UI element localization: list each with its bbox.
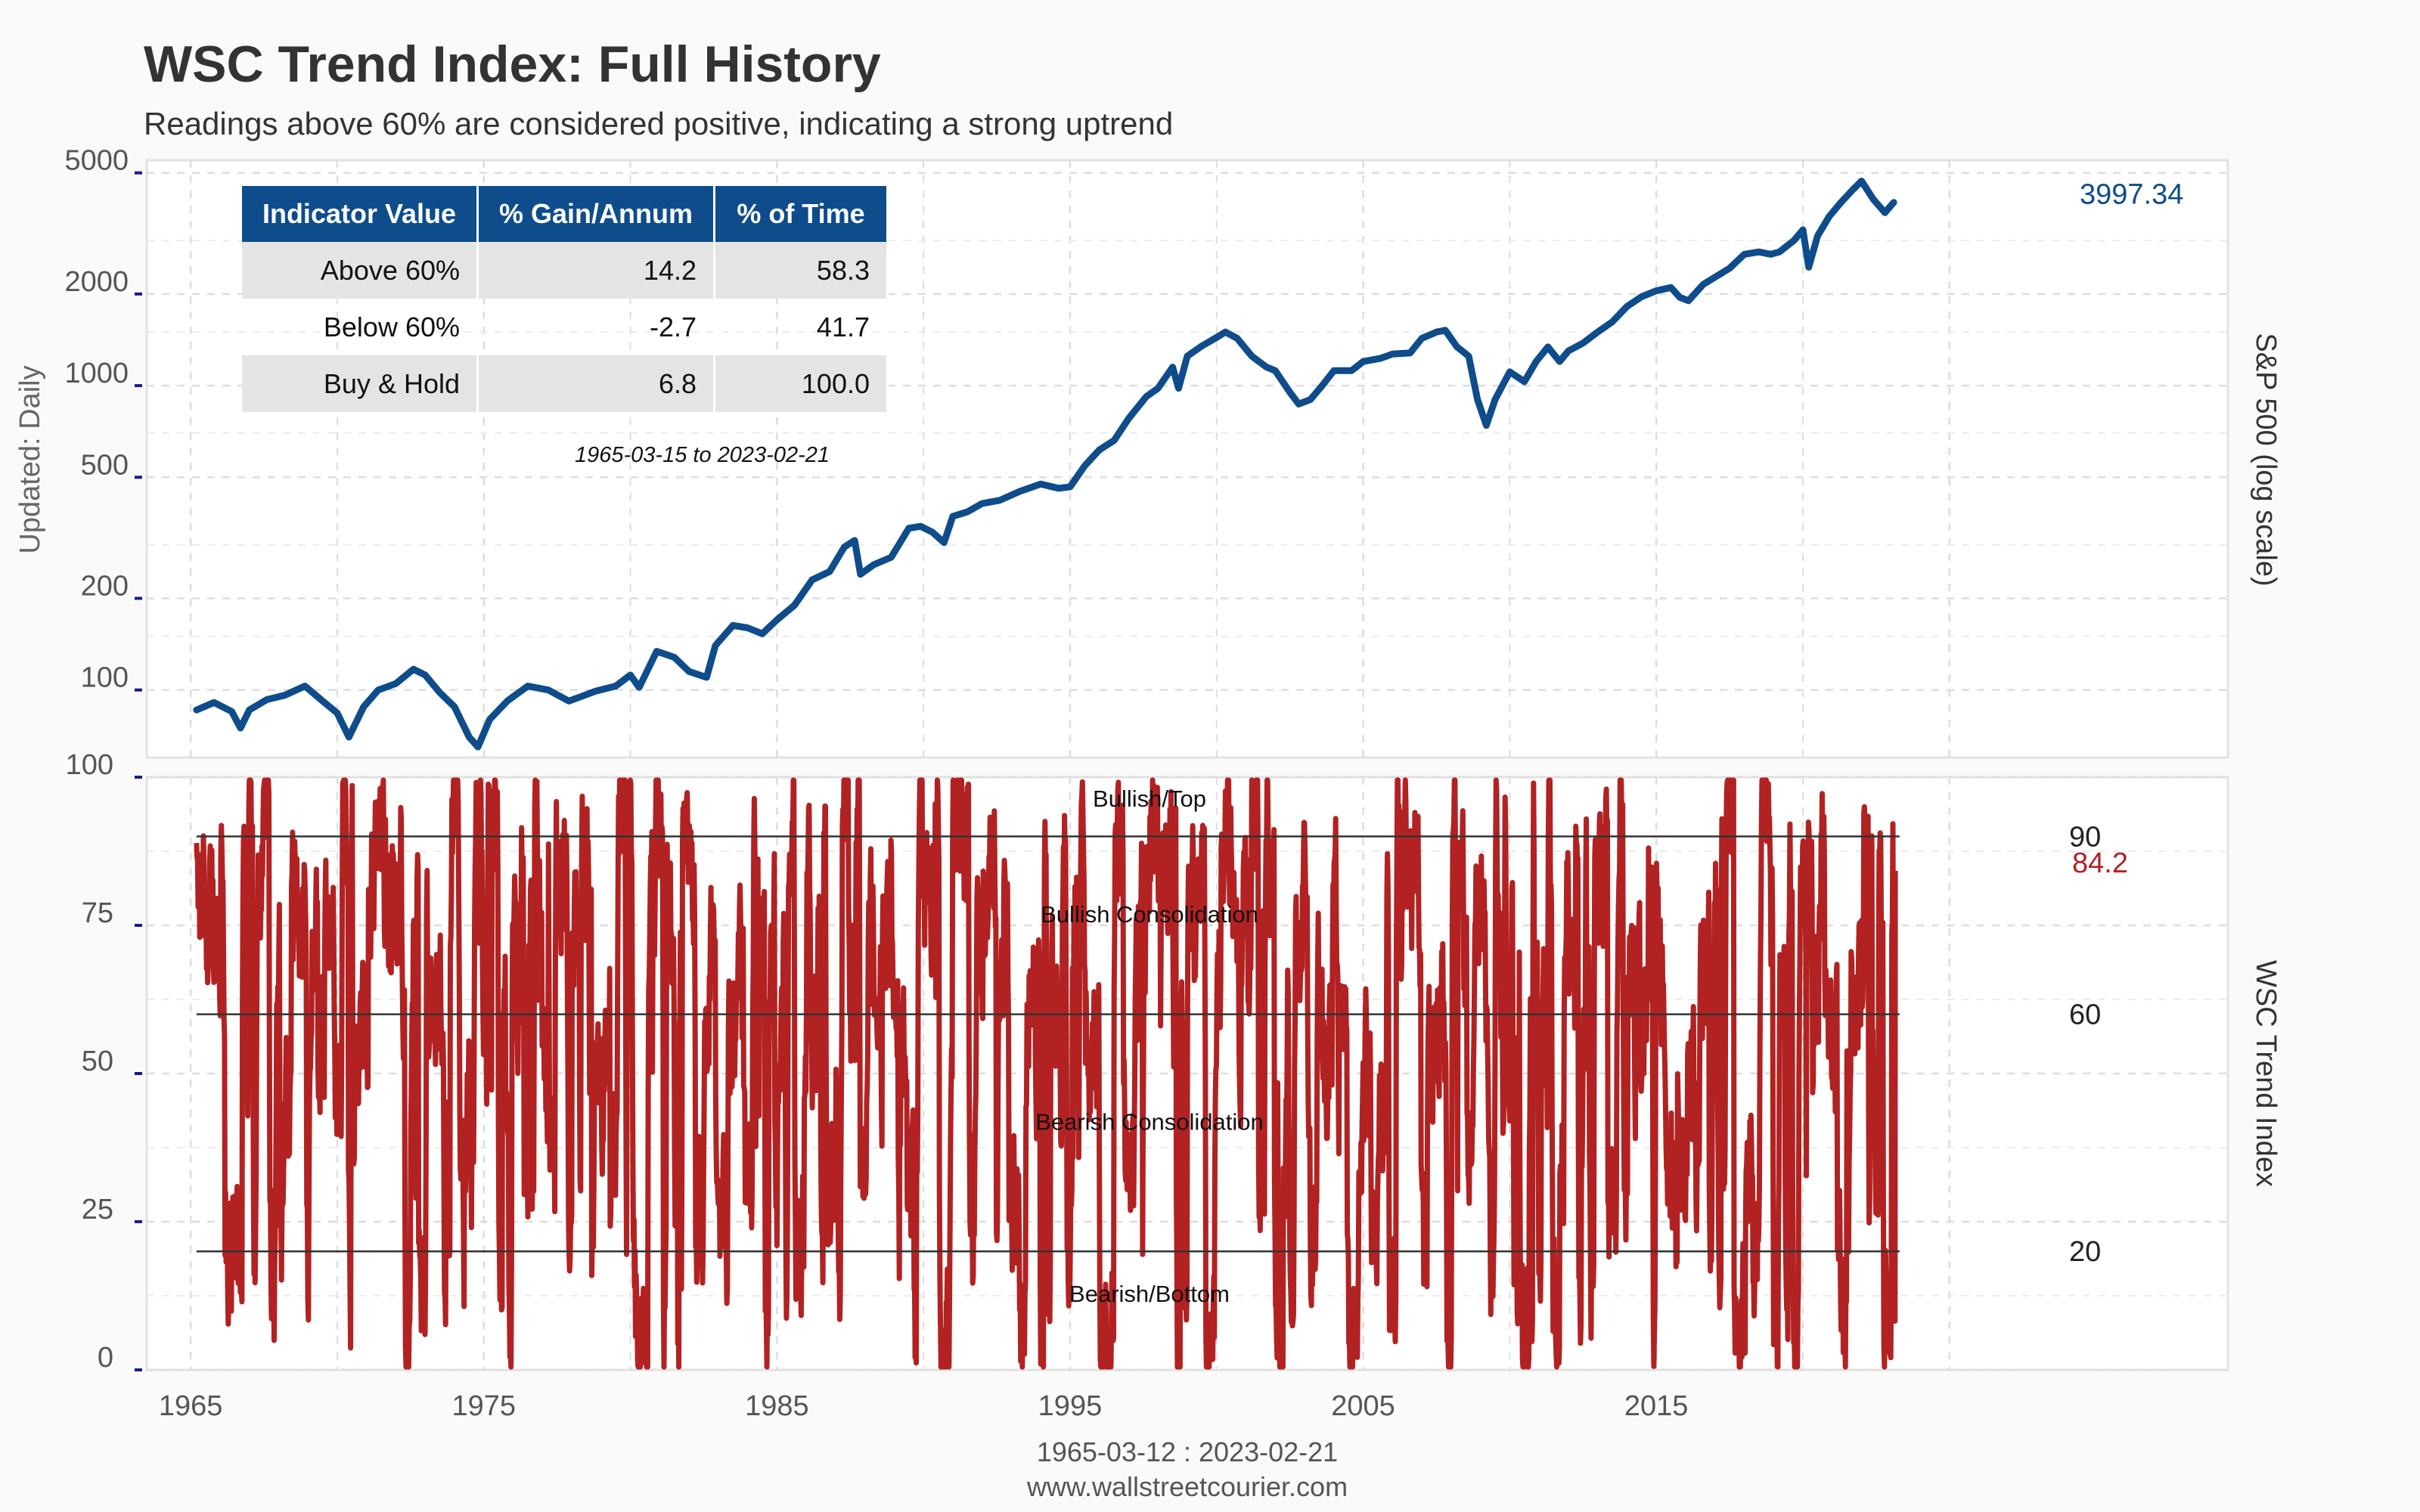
table-row: Buy & Hold 6.8 100.0: [242, 355, 889, 412]
sp500-tick-label: 100: [81, 662, 129, 694]
table-header-gain: % Gain/Annum: [477, 186, 715, 242]
table-cell-label: Above 60%: [242, 242, 479, 299]
footer-date-range: 1965-03-12 : 2023-02-21: [1036, 1436, 1339, 1467]
trend-tick-label: 100: [66, 749, 113, 781]
sp500-tick-label: 200: [81, 570, 129, 602]
chart-subtitle: Readings above 60% are considered positi…: [144, 106, 1174, 141]
trend-tick-label: 0: [98, 1342, 113, 1374]
sp500-tick-label: 5000: [64, 145, 129, 177]
trend-reference-label: 60: [2069, 999, 2101, 1031]
trend-zone-label: Bullish Consolidation: [1041, 901, 1258, 928]
sp500-series-line: [193, 178, 1897, 751]
chart-title: WSC Trend Index: Full History: [144, 36, 881, 93]
table-row: Below 60% -2.7 41.7: [242, 299, 889, 355]
trend-reference-label: 20: [2069, 1236, 2101, 1268]
table-cell-time: 100.0: [714, 355, 889, 412]
table-cell-time: 58.3: [714, 242, 889, 299]
trend-zone-label: Bearish/Bottom: [1069, 1281, 1230, 1307]
x-axis-tick-label: 2005: [1331, 1390, 1395, 1422]
table-cell-label: Buy & Hold: [242, 355, 479, 412]
trend-index-panel: 0 25 50 75 100 90 60 20 84.2 Bullish/Top Bullish C…: [66, 749, 2282, 1422]
x-axis-tick-label: 1975: [451, 1390, 516, 1422]
table-period-note: 1965-03-15 to 2023-02-21: [575, 443, 830, 467]
table-cell-time: 41.7: [714, 299, 889, 355]
trend-tick-label: 50: [82, 1046, 113, 1077]
x-axis-tick-label: 2015: [1624, 1390, 1689, 1422]
sp500-axis-title: S&P 500 (log scale): [2250, 333, 2282, 586]
table-header-row: Indicator Value % Gain/Annum % of Time: [242, 186, 889, 242]
table-header-indicator: Indicator Value: [242, 186, 479, 242]
sp500-tick-label: 2000: [64, 266, 129, 298]
footer-website: www.wallstreetcourier.com: [1026, 1471, 1348, 1502]
table-cell-gain: 14.2: [477, 242, 715, 299]
x-axis-tick-label: 1995: [1038, 1390, 1103, 1422]
trend-index-series-line: [194, 777, 1898, 1370]
table-row: Above 60% 14.2 58.3: [242, 242, 889, 299]
table-header-time: % of Time: [714, 186, 889, 242]
x-axis-tick-label: 1965: [159, 1390, 223, 1422]
x-axis-tick-label: 1985: [745, 1390, 809, 1422]
trend-reference-label: 90: [2069, 821, 2101, 853]
update-frequency-label: Updated: Daily: [14, 365, 46, 553]
sp500-tick-label: 1000: [64, 358, 129, 389]
trend-tick-label: 25: [82, 1194, 113, 1225]
trend-tick-label: 75: [82, 897, 113, 929]
table-cell-gain: 6.8: [477, 355, 715, 412]
performance-table: Indicator Value % Gain/Annum % of Time A…: [242, 186, 889, 412]
table-cell-label: Below 60%: [242, 299, 479, 355]
trend-zone-label: Bullish/Top: [1093, 785, 1206, 812]
trend-last-value-label: 84.2: [2072, 847, 2128, 879]
sp500-tick-label: 500: [81, 449, 129, 481]
trend-zone-label: Bearish Consolidation: [1035, 1108, 1264, 1135]
trend-axis-title: WSC Trend Index: [2250, 960, 2282, 1187]
sp500-last-value-label: 3997.34: [2080, 179, 2183, 211]
table-cell-gain: -2.7: [477, 299, 715, 355]
